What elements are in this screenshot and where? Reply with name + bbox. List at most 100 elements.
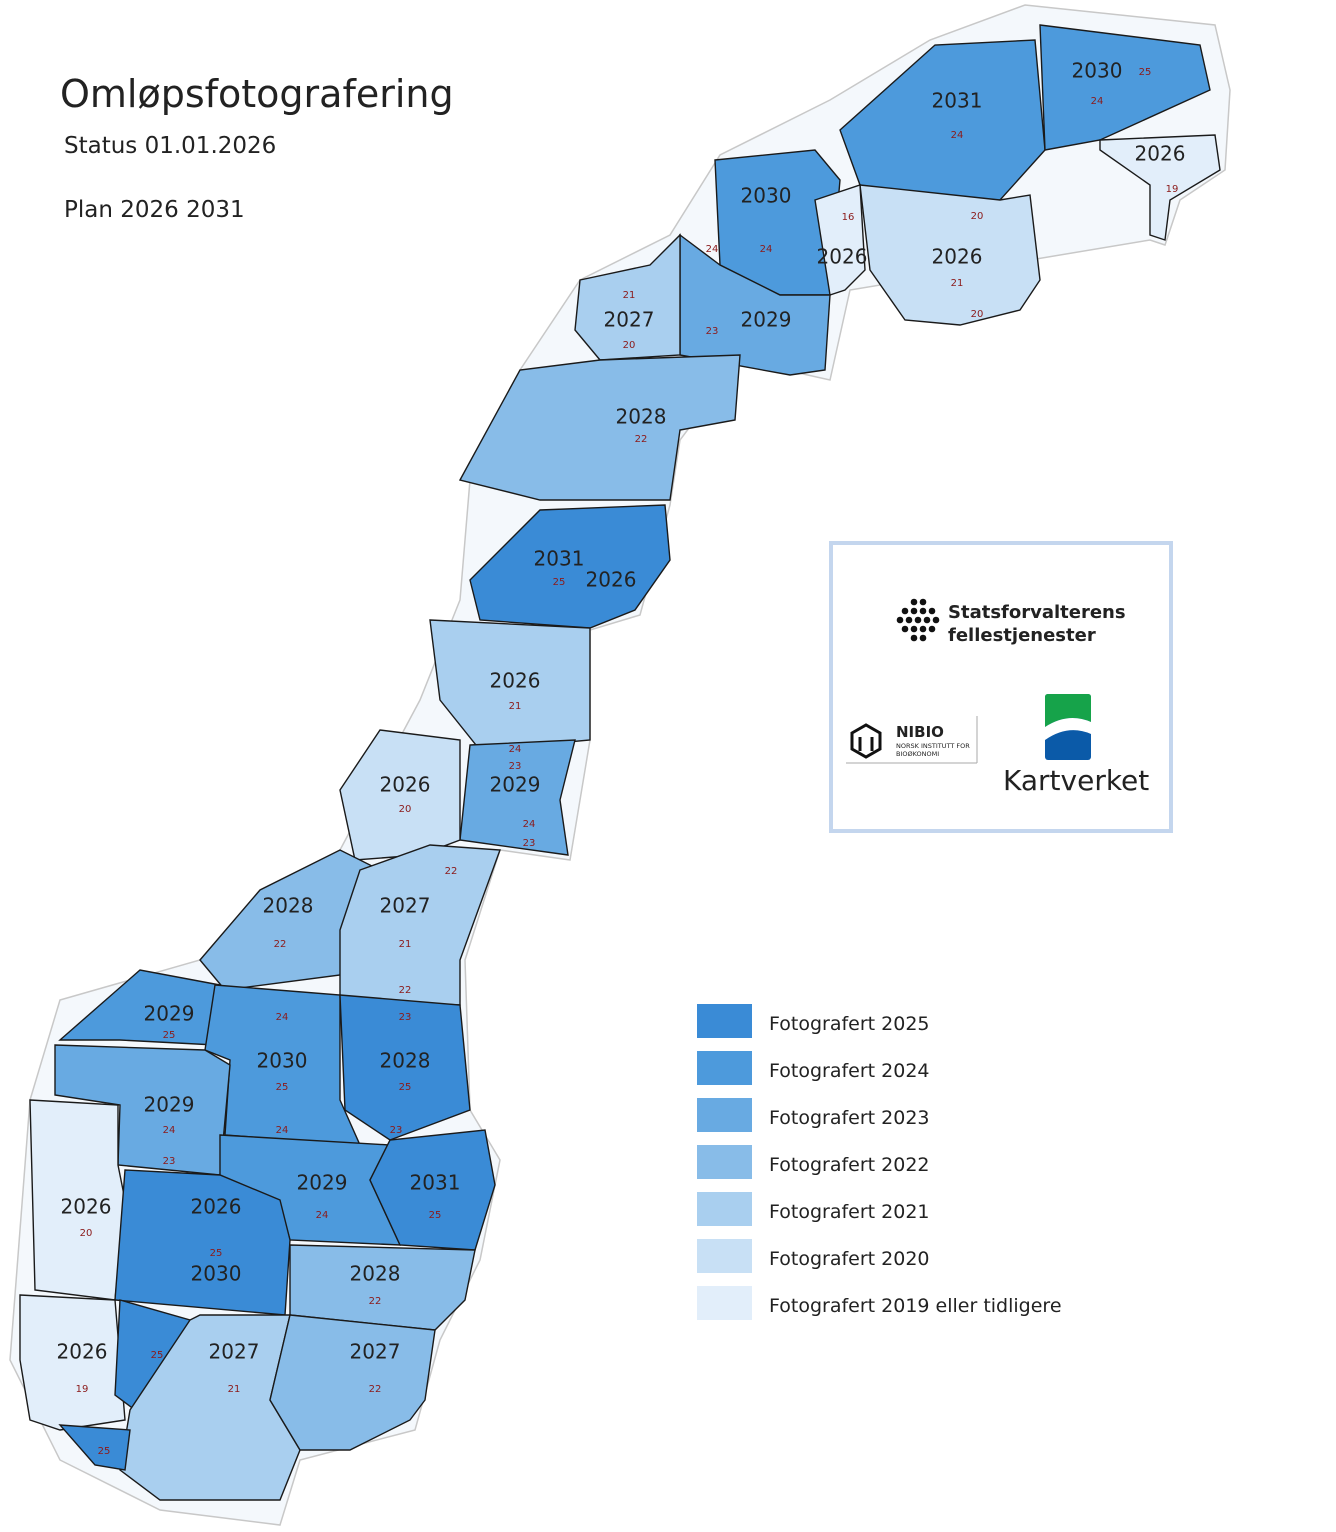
- kartverket-name: Kartverket: [1003, 764, 1149, 797]
- legend-label: Fotografert 2022: [769, 1154, 930, 1176]
- photo-year-code: 20: [623, 340, 636, 351]
- logo-dot: [923, 616, 931, 624]
- photo-year-code: 21: [399, 939, 412, 950]
- region-year: 2029: [144, 1093, 195, 1117]
- photo-year-code: 25: [151, 1350, 164, 1361]
- region: [814, 184, 866, 296]
- region: [574, 233, 681, 361]
- logo-dot: [928, 625, 936, 633]
- photo-year-code: 24: [163, 1125, 176, 1136]
- photo-year-code: 23: [706, 326, 719, 337]
- photo-year-code: 22: [369, 1296, 382, 1307]
- legend: Fotografert 2025 Fotografert 2024 Fotograf…: [697, 1004, 1062, 1320]
- photo-year-code: 25: [210, 1248, 223, 1259]
- photo-year-code: 20: [399, 804, 412, 815]
- region-year: 2029: [490, 773, 541, 797]
- photo-year-code: 21: [228, 1384, 241, 1395]
- logo-dot: [919, 625, 927, 633]
- legend-label: Fotografert 2023: [769, 1107, 930, 1129]
- logo-dot: [896, 616, 904, 624]
- region-year: 2027: [604, 308, 655, 332]
- legend-label: Fotografert 2025: [769, 1013, 930, 1035]
- region-year: 2029: [144, 1002, 195, 1026]
- regions: [19, 24, 1221, 1501]
- photo-year-code: 24: [276, 1012, 289, 1023]
- region: [369, 1129, 496, 1251]
- region-year: 2030: [191, 1262, 242, 1286]
- region-year: 2028: [616, 405, 667, 429]
- nibio-subtitle: NORSK INSTITUTT FOR: [896, 742, 970, 750]
- nibio-subtitle: BIOØKONOMI: [896, 750, 939, 758]
- logo-frame: [829, 541, 1173, 833]
- logo-dot: [914, 616, 922, 624]
- photo-year-code: 25: [553, 577, 566, 588]
- region-year: 2026: [932, 245, 983, 269]
- logo-dot: [905, 616, 913, 624]
- photo-year-code: 25: [429, 1210, 442, 1221]
- kartverket-logo: Kartverket: [1003, 694, 1149, 797]
- legend-label: Fotografert 2021: [769, 1201, 930, 1223]
- legend-swatch: [697, 1192, 752, 1226]
- photo-year-code: 25: [1139, 67, 1152, 78]
- region-year: 2027: [350, 1340, 401, 1364]
- region: [269, 1314, 436, 1451]
- photo-year-code: 23: [163, 1156, 176, 1167]
- photo-year-code: 23: [390, 1125, 403, 1136]
- region: [54, 1044, 231, 1176]
- region: [469, 504, 671, 629]
- statsforvalteren-icon: [896, 598, 940, 642]
- kartverket-icon-wave: [1045, 718, 1091, 740]
- photo-year-code: 16: [842, 212, 855, 223]
- region-labels: 2030 2031 2026 2030 2026 2026 2027 2029 2028 2031…: [57, 59, 1186, 1458]
- legend-swatch: [697, 1004, 752, 1038]
- logo-dot: [919, 607, 927, 615]
- logo-box: Statsforvalterens fellestjenester NIBIO …: [829, 541, 1173, 833]
- region: [458, 354, 741, 501]
- region-year: 2026: [191, 1195, 242, 1219]
- legend-label: Fotografert 2020: [769, 1248, 930, 1270]
- legend-swatch: [697, 1098, 752, 1132]
- region-year: 2026: [1135, 142, 1186, 166]
- kartverket-icon-green: [1045, 694, 1091, 727]
- region-year: 2030: [257, 1049, 308, 1073]
- region-year: 2026: [61, 1195, 112, 1219]
- region: [1099, 134, 1221, 241]
- photo-year-code: 20: [971, 309, 984, 320]
- region: [19, 1294, 126, 1431]
- region: [1039, 24, 1211, 151]
- region-year: 2029: [297, 1171, 348, 1195]
- photo-year-code: 22: [369, 1384, 382, 1395]
- photo-year-code: 21: [509, 701, 522, 712]
- nibio-logo: NIBIO NORSK INSTITUTT FOR BIOØKONOMI: [846, 716, 978, 764]
- photo-year-code: 22: [445, 866, 458, 877]
- region-year: 2028: [350, 1262, 401, 1286]
- title: Omløpsfotografering: [60, 72, 454, 116]
- region-year: 2028: [380, 1049, 431, 1073]
- region-year: 2026: [490, 669, 541, 693]
- region-year: 2026: [817, 245, 868, 269]
- region-year: 2027: [380, 894, 431, 918]
- photo-year-code: 24: [1091, 96, 1104, 107]
- photo-year-code: 21: [623, 290, 636, 301]
- region-year: 2026: [380, 773, 431, 797]
- region-year: 2031: [932, 89, 983, 113]
- legend-label: Fotografert 2019 eller tidligere: [769, 1295, 1062, 1317]
- legend-swatch: [697, 1286, 752, 1320]
- region-year: 2030: [741, 184, 792, 208]
- legend-swatch: [697, 1239, 752, 1273]
- photo-year-code: 20: [971, 211, 984, 222]
- photo-year-code: 23: [399, 1012, 412, 1023]
- logo-dot: [910, 598, 918, 606]
- logo-dot: [928, 607, 936, 615]
- photo-year-code: 23: [523, 838, 536, 849]
- statsforvalteren-name: fellestjenester: [948, 625, 1096, 646]
- nibio-icon: [850, 723, 882, 759]
- photo-year-code: 25: [98, 1446, 111, 1457]
- region: [459, 739, 576, 856]
- logo-dot: [919, 634, 927, 642]
- region: [289, 1244, 476, 1331]
- photo-year-code: 24: [760, 244, 773, 255]
- region-year: 2031: [534, 547, 585, 571]
- logo-dot: [932, 616, 940, 624]
